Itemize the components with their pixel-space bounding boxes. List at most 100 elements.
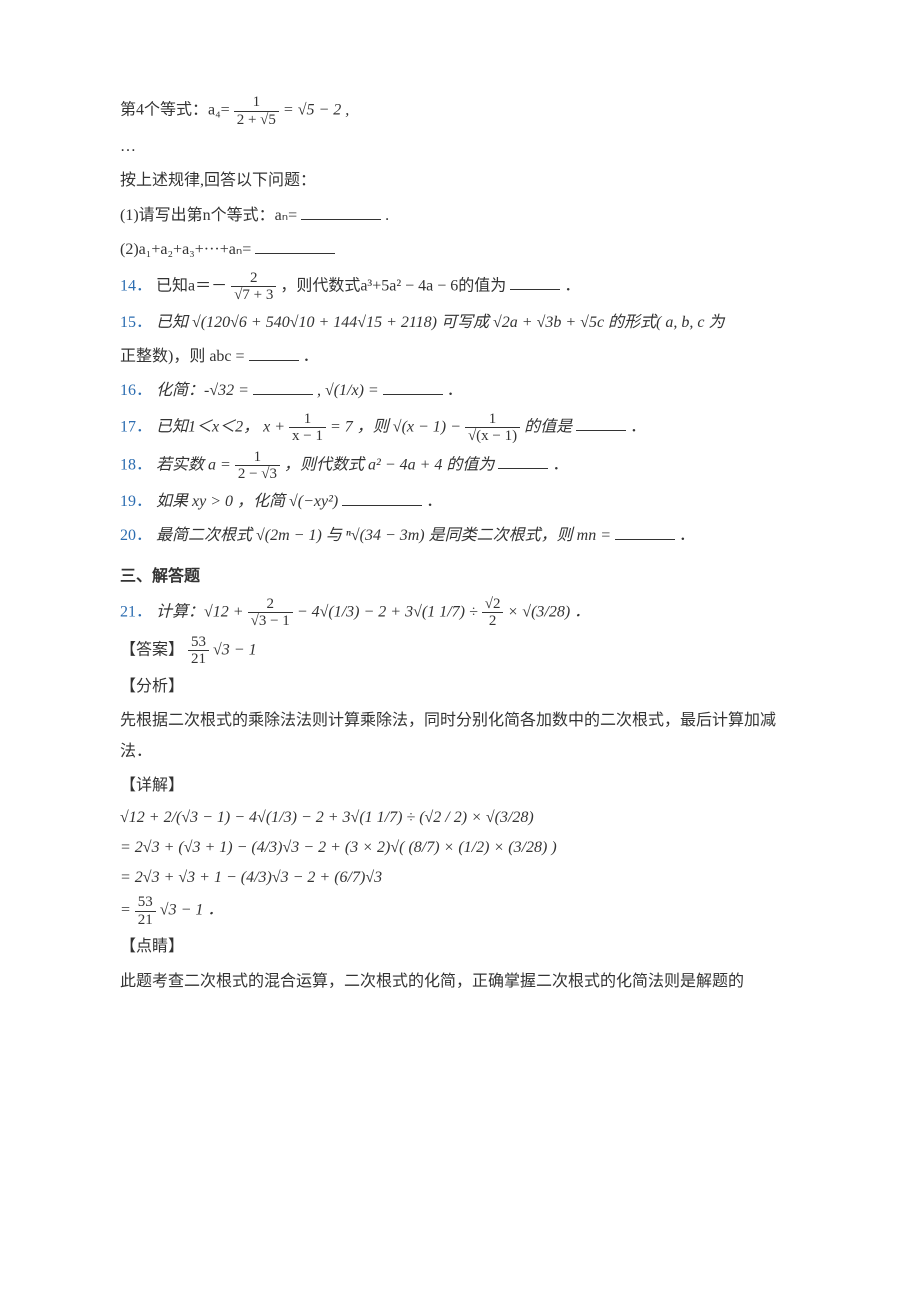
answer-label: 【答案】	[120, 642, 184, 659]
q19-tail: ．	[426, 493, 442, 510]
q17-text-b: = 7 ，则 √(x − 1) −	[330, 418, 465, 435]
fraction-num: √2	[482, 596, 504, 614]
question-16: 16． 化简：-√32 = , √(1/x) = ．	[120, 376, 800, 406]
q15-text-a: 已知 √(120√6 + 540√10 + 144√15 + 2118) 可写成…	[156, 314, 724, 331]
q19-text-a: 如果 xy > 0 ，化简 √(−xy²)	[156, 493, 342, 510]
question-18: 18． 若实数 a = 1 2 − √3 ，则代数式 a² − 4a + 4 的…	[120, 449, 800, 483]
q21-fraction-1: 2 √3 − 1	[248, 596, 293, 630]
q21-text-a: 计算：√12 +	[156, 604, 248, 621]
q20-text-a: 最简二次根式 √(2m − 1) 与 ⁿ√(34 − 3m) 是同类二次根式，则…	[156, 527, 615, 544]
dianjing-label: 【点睛】	[120, 932, 800, 962]
fill-blank	[498, 452, 548, 469]
fraction-den: 2	[482, 613, 504, 630]
fill-blank	[301, 203, 381, 220]
question-15-line2: 正整数)，则 abc = ．	[120, 342, 800, 372]
answer-fraction: 53 21	[188, 634, 209, 668]
fill-blank	[255, 237, 335, 254]
sub2-label: (2)a₁+a₂+a₃+···+aₙ=	[120, 241, 251, 258]
question-14: 14． 已知a＝－ 2 √7 + 3 ，则代数式a³+5a² − 4a − 6的…	[120, 270, 800, 304]
fraction-den: 2 + √5	[234, 112, 279, 129]
subquestion-1: (1)请写出第n个等式：aₙ= .	[120, 201, 800, 231]
sub1-label: (1)请写出第n个等式：aₙ=	[120, 207, 297, 224]
fill-blank	[510, 273, 560, 290]
fraction-den: 2 − √3	[235, 466, 280, 483]
q16-tail: ．	[447, 382, 463, 399]
fraction-den: 21	[188, 651, 209, 668]
question-number: 15．	[120, 314, 152, 331]
detail-step-2: = 2√3 + (√3 + 1) − (4/3)√3 − 2 + (3 × 2)…	[120, 835, 800, 861]
ellipsis: …	[120, 132, 800, 162]
question-number: 19．	[120, 493, 152, 510]
q17-fraction-1: 1 x − 1	[289, 411, 326, 445]
question-15: 15． 已知 √(120√6 + 540√10 + 144√15 + 2118)…	[120, 308, 800, 338]
fraction-den: √3 − 1	[248, 613, 293, 630]
detail-label: 【详解】	[120, 771, 800, 801]
detail4-b: √3 − 1 ．	[160, 902, 224, 919]
eq4-fraction: 1 2 + √5	[234, 94, 279, 128]
q17-fraction-2: 1 √(x − 1)	[465, 411, 520, 445]
q15-tail: ．	[303, 348, 319, 365]
q14-tail: ．	[564, 277, 580, 294]
fraction-num: 2	[248, 596, 293, 614]
q21-text-b: − 4√(1/3) − 2 + 3√(1 1/7) ÷	[297, 604, 482, 621]
q21-text-c: × √(3/28) ．	[507, 604, 590, 621]
analysis-text: 先根据二次根式的乘除法法则计算乘除法，同时分别化简各加数中的二次根式，最后计算加…	[120, 706, 800, 767]
fraction-num: 2	[231, 270, 276, 288]
question-number: 18．	[120, 456, 152, 473]
q18-fraction: 1 2 − √3	[235, 449, 280, 483]
eq4-label: 第4个等式：a₄=	[120, 102, 230, 119]
question-number: 14．	[120, 277, 152, 294]
fill-blank	[249, 344, 299, 361]
q18-tail: ．	[552, 456, 568, 473]
q14-text-a: 已知a＝－	[156, 277, 231, 294]
q16-text-a: 化简：-√32 =	[156, 382, 249, 399]
subquestion-2: (2)a₁+a₂+a₃+···+aₙ=	[120, 235, 800, 265]
q17-text-a: 已知1＜x＜2， x +	[156, 418, 289, 435]
eq4-rhs: = √5 − 2 ,	[283, 102, 349, 119]
fraction-num: 1	[234, 94, 279, 112]
fraction-num: 1	[289, 411, 326, 429]
equation-4: 第4个等式：a₄= 1 2 + √5 = √5 − 2 ,	[120, 94, 800, 128]
q14-fraction: 2 √7 + 3	[231, 270, 276, 304]
sub1-tail: .	[385, 207, 389, 224]
fill-blank	[383, 378, 443, 395]
detail-step-4: = 53 21 √3 − 1 ．	[120, 894, 800, 928]
q16-text-b: , √(1/x) =	[317, 382, 379, 399]
question-20: 20． 最简二次根式 √(2m − 1) 与 ⁿ√(34 − 3m) 是同类二次…	[120, 521, 800, 551]
fill-blank	[576, 414, 626, 431]
question-number: 16．	[120, 382, 152, 399]
fraction-num: 53	[135, 894, 156, 912]
q21-fraction-2: √2 2	[482, 596, 504, 630]
analysis-label: 【分析】	[120, 672, 800, 702]
fraction-den: √(x − 1)	[465, 428, 520, 445]
q18-text-a: 若实数 a =	[156, 456, 235, 473]
answer-block: 【答案】 53 21 √3 − 1	[120, 634, 800, 668]
fraction-num: 1	[465, 411, 520, 429]
section-3-heading: 三、解答题	[120, 562, 800, 592]
q18-text-b: ，则代数式 a² − 4a + 4 的值为	[284, 456, 494, 473]
followup-text: 按上述规律,回答以下问题：	[120, 166, 800, 196]
fraction-den: x − 1	[289, 428, 326, 445]
fill-blank	[253, 378, 313, 395]
fill-blank	[615, 523, 675, 540]
detail-step-3: = 2√3 + √3 + 1 − (4/3)√3 − 2 + (6/7)√3	[120, 865, 800, 891]
q17-text-c: 的值是	[524, 418, 572, 435]
fraction-den: 21	[135, 912, 156, 929]
q15-line2: 正整数)，则 abc =	[120, 348, 249, 365]
fraction-den: √7 + 3	[231, 287, 276, 304]
fraction-num: 53	[188, 634, 209, 652]
q14-text-b: ，则代数式a³+5a² − 4a − 6的值为	[280, 277, 506, 294]
detail4-fraction: 53 21	[135, 894, 156, 928]
answer-tail: √3 − 1	[213, 642, 257, 659]
dianjing-text: 此题考查二次根式的混合运算，二次根式的化简，正确掌握二次根式的化简法则是解题的	[120, 967, 800, 997]
q20-tail: ．	[679, 527, 695, 544]
detail-step-1: √12 + 2/(√3 − 1) − 4√(1/3) − 2 + 3√(1 1/…	[120, 805, 800, 831]
question-number: 20．	[120, 527, 152, 544]
q17-tail: ．	[630, 418, 646, 435]
question-number: 17．	[120, 418, 152, 435]
question-19: 19． 如果 xy > 0 ，化简 √(−xy²) ．	[120, 487, 800, 517]
fill-blank	[342, 489, 422, 506]
fraction-num: 1	[235, 449, 280, 467]
question-21: 21． 计算：√12 + 2 √3 − 1 − 4√(1/3) − 2 + 3√…	[120, 596, 800, 630]
question-17: 17． 已知1＜x＜2， x + 1 x − 1 = 7 ，则 √(x − 1)…	[120, 411, 800, 445]
